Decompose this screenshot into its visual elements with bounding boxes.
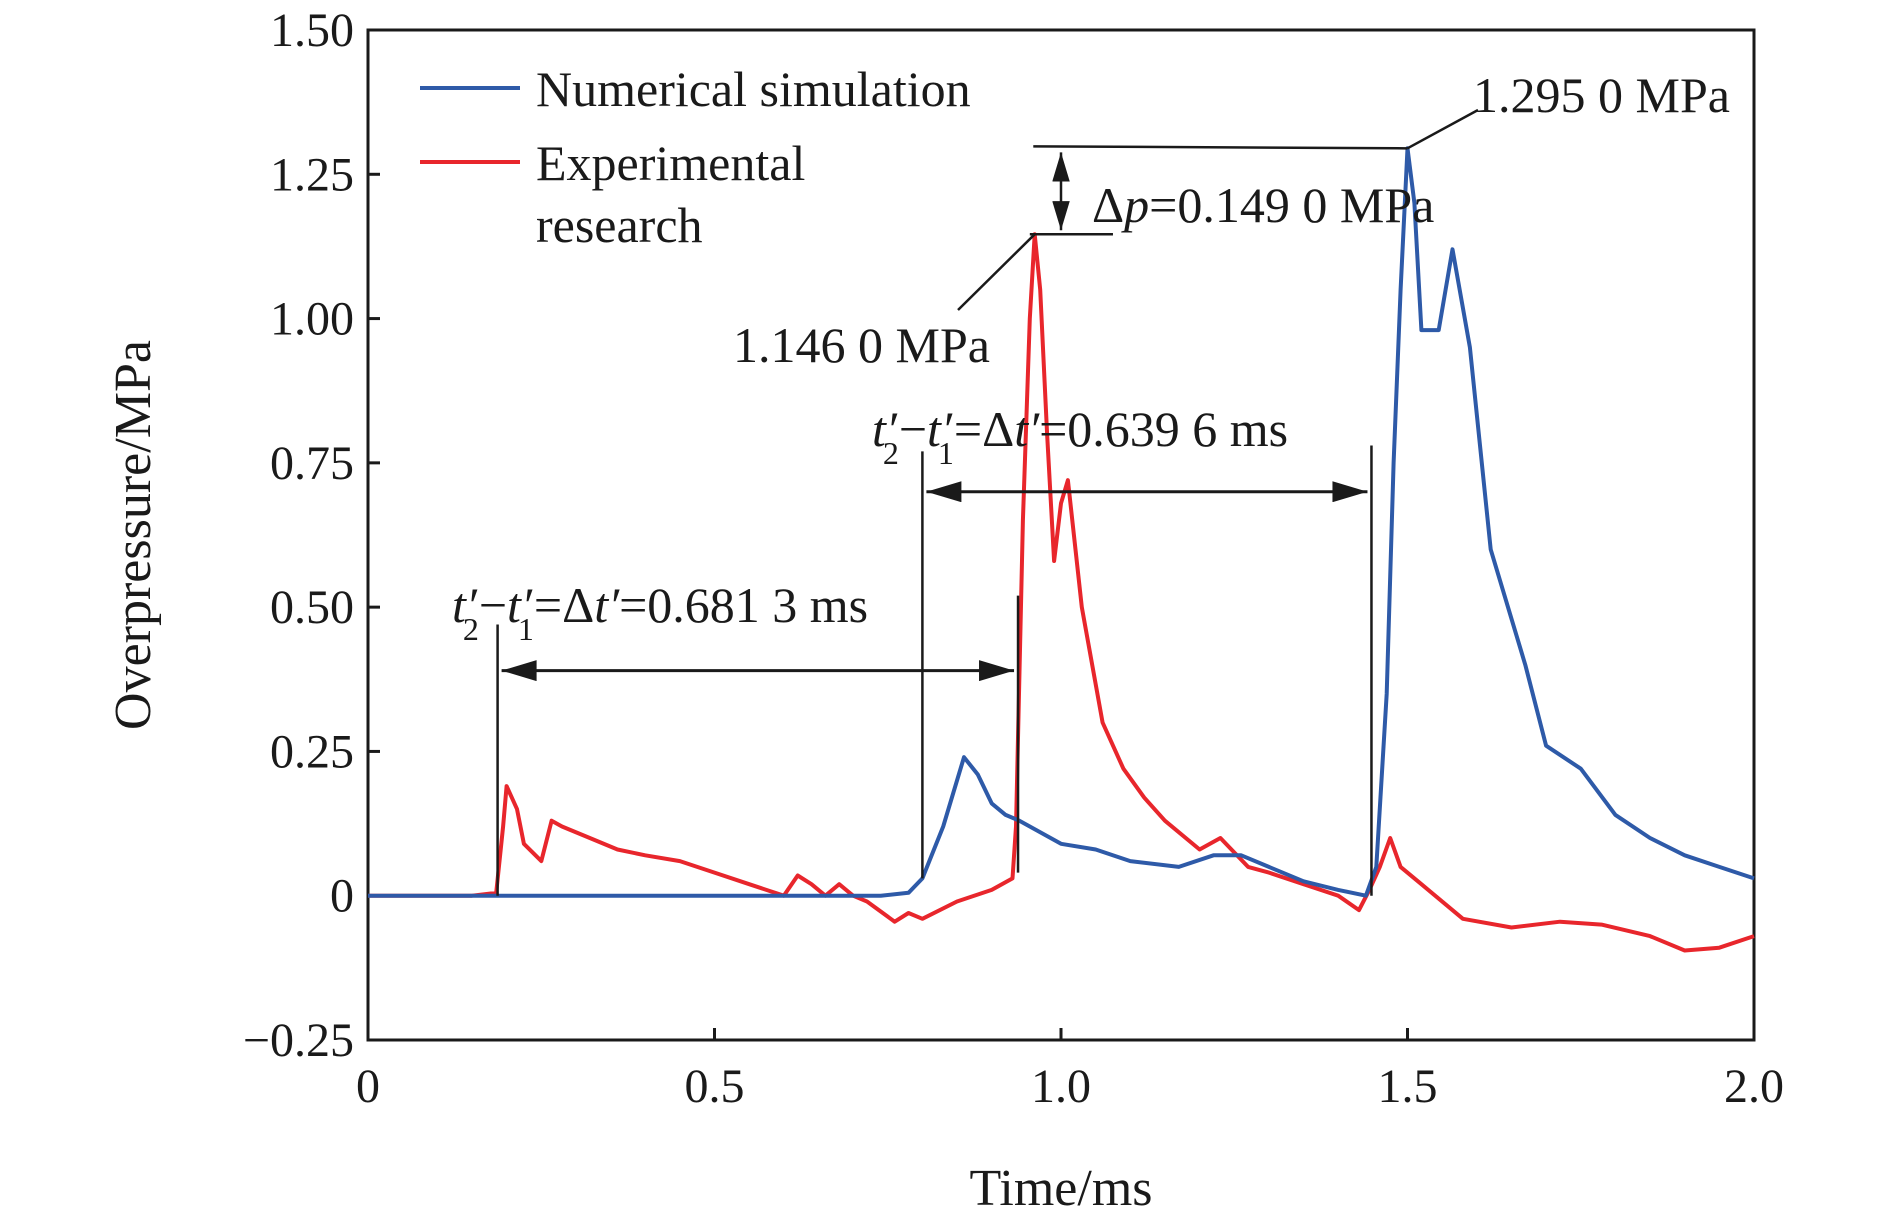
series-line-numerical-simulation bbox=[368, 146, 1755, 898]
y-tick-label: 0.75 bbox=[270, 437, 354, 490]
y-axis-title: Overpressure/MPa bbox=[105, 340, 162, 730]
y-tick-label: 0 bbox=[330, 870, 354, 923]
annotation-layer: t′2−t′1=Δt′=0.681 3 ms t′2−t′1=Δt′=0.639 … bbox=[452, 67, 1730, 896]
y-tick-label: 1.00 bbox=[270, 293, 354, 346]
y-tick-label: 1.50 bbox=[270, 4, 354, 57]
dt-annotation-1: t′2−t′1=Δt′=0.681 3 ms bbox=[452, 577, 868, 647]
y-tick-label: −0.25 bbox=[243, 1014, 354, 1067]
dp-annotation: Δp=0.149 0 MPa bbox=[1092, 177, 1434, 233]
x-axis: 0 0.5 1.0 1.5 2.0 bbox=[356, 1028, 1784, 1113]
x-tick-label: 1.5 bbox=[1378, 1060, 1438, 1113]
dt-annotation-2: t′2−t′1=Δt′=0.639 6 ms bbox=[872, 401, 1288, 471]
legend-label-numerical-simulation: Numerical simulation bbox=[536, 61, 971, 117]
series-layer bbox=[368, 146, 1755, 953]
peak-exp-leader bbox=[957, 233, 1036, 311]
legend: Numerical simulation Experimental researc… bbox=[420, 61, 971, 253]
dp-upper-line bbox=[1033, 145, 1408, 150]
x-tick-label: 1.0 bbox=[1031, 1060, 1091, 1113]
peak-sim-leader bbox=[1406, 108, 1479, 150]
x-tick-label: 2.0 bbox=[1724, 1060, 1784, 1113]
y-tick-label: 1.25 bbox=[270, 148, 354, 201]
peak-exp-label: 1.146 0 MPa bbox=[733, 317, 990, 373]
peak-sim-label: 1.295 0 MPa bbox=[1473, 67, 1730, 123]
x-axis-title: Time/ms bbox=[969, 1160, 1152, 1217]
series-line-experimental-research bbox=[368, 232, 1755, 953]
y-axis: 1.50 1.25 1.00 0.75 0.50 0.25 0 −0.25 bbox=[243, 4, 380, 1067]
y-tick-label: 0.25 bbox=[270, 725, 354, 778]
y-tick-label: 0.50 bbox=[270, 581, 354, 634]
legend-label-experimental-research: Experimental research bbox=[536, 135, 805, 253]
svg-text:t′2−t′1=Δt′=0.681 3 ms: t′2−t′1=Δt′=0.681 3 ms bbox=[452, 577, 868, 647]
x-tick-label: 0 bbox=[356, 1060, 380, 1113]
x-tick-label: 0.5 bbox=[685, 1060, 745, 1113]
svg-text:t′2−t′1=Δt′=0.639 6 ms: t′2−t′1=Δt′=0.639 6 ms bbox=[872, 401, 1288, 471]
